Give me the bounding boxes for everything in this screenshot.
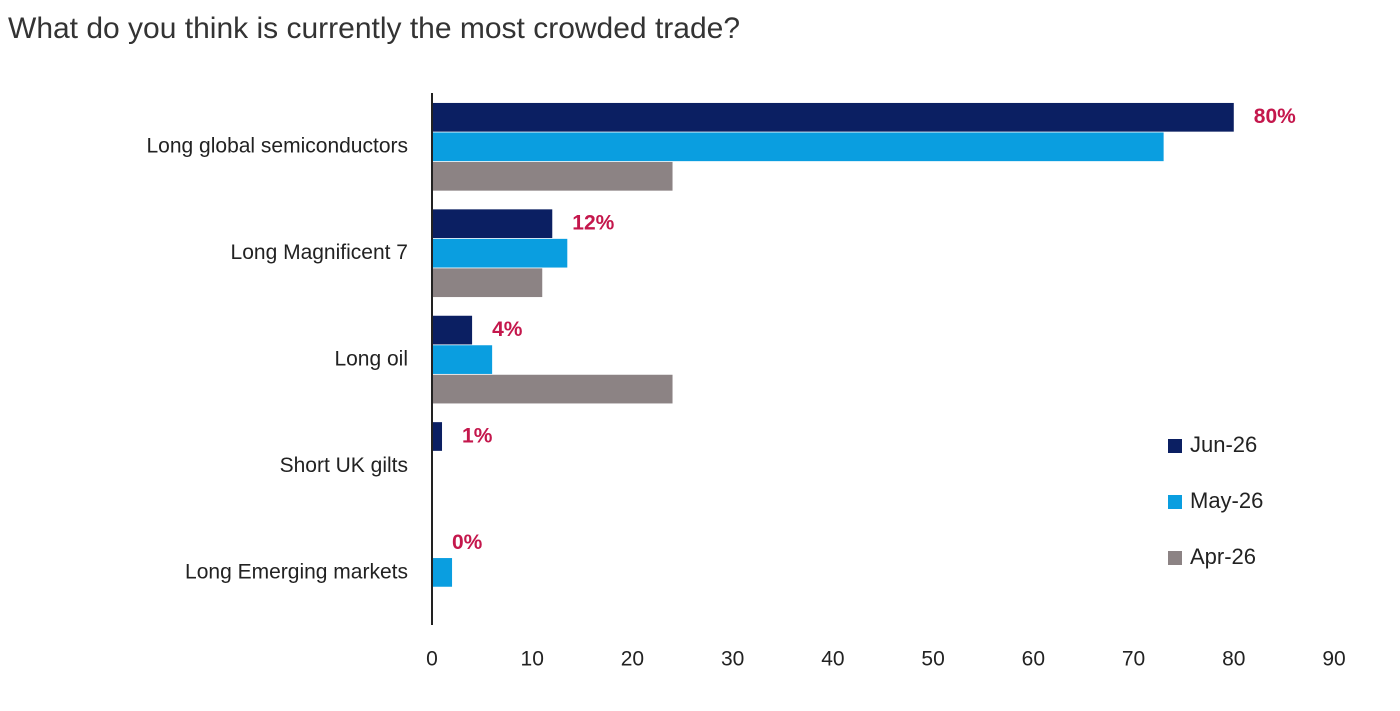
data-label: 12% (572, 212, 614, 235)
y-tick-label: Long oil (334, 348, 408, 371)
x-tick-label: 60 (1022, 648, 1045, 671)
bar (432, 315, 473, 345)
x-tick-label: 0 (426, 648, 438, 671)
x-tick-label: 50 (921, 648, 944, 671)
y-tick-label: Long Magnificent 7 (231, 241, 408, 264)
x-tick-label: 20 (621, 648, 644, 671)
legend-swatch (1168, 439, 1182, 453)
y-tick-label: Long global semiconductors (147, 135, 409, 158)
x-tick-label: 40 (821, 648, 844, 671)
bar (432, 558, 453, 587)
bar (432, 102, 1234, 132)
legend-label: Jun-26 (1190, 432, 1257, 457)
x-tick-label: 90 (1322, 648, 1345, 671)
bar (432, 422, 443, 451)
legend-swatch (1168, 551, 1182, 565)
legend-label: May-26 (1190, 488, 1263, 513)
bar (432, 132, 1164, 162)
data-label: 1% (462, 424, 493, 447)
bar (432, 374, 673, 404)
bar (432, 268, 543, 298)
y-tick-label: Long Emerging markets (185, 560, 408, 583)
data-label: 0% (452, 531, 483, 554)
chart-subtitle: What do you think is currently the most … (8, 12, 740, 45)
x-tick-label: 80 (1222, 648, 1245, 671)
y-tick-label: Short UK gilts (280, 454, 408, 477)
data-label: 4% (492, 318, 523, 341)
x-tick-label: 30 (721, 648, 744, 671)
x-tick-label: 10 (521, 648, 544, 671)
bar (432, 161, 673, 191)
legend-swatch (1168, 495, 1182, 509)
x-tick-label: 70 (1122, 648, 1145, 671)
bar (432, 238, 568, 268)
data-label: 80% (1254, 105, 1296, 128)
legend-label: Apr-26 (1190, 544, 1256, 569)
bar (432, 209, 553, 239)
bar (432, 345, 493, 374)
